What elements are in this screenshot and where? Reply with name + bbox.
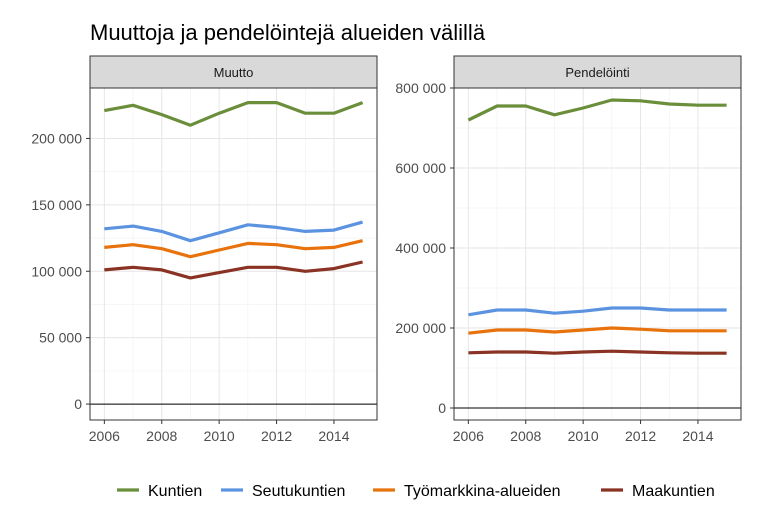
series-line-seutukuntien	[468, 306, 727, 317]
series-line-kuntien	[104, 100, 364, 127]
x-tick-label: 2006	[89, 428, 120, 444]
y-tick-label: 100 000	[31, 263, 82, 279]
series-line-maakuntien	[468, 349, 727, 355]
x-tick-label: 2010	[204, 428, 235, 444]
panel-0: Muutto 0 50 000 100 000 150 000 200 000 2006 20…	[31, 55, 378, 444]
x-tick-label: 2012	[625, 428, 656, 444]
y-tick-label: 0	[438, 400, 446, 416]
panel-background	[90, 88, 377, 420]
panel-background	[454, 88, 741, 420]
series-line-työmarkkina-alueiden	[104, 239, 363, 259]
legend-label: Seutukuntien	[252, 483, 345, 500]
x-tick-label: 2014	[318, 428, 349, 444]
y-tick-label: 50 000	[39, 330, 82, 346]
chart-title: Muuttoja ja pendelöintejä alueiden välil…	[90, 20, 486, 45]
series-line-työmarkkina-alueiden	[468, 326, 727, 335]
panel-strip	[89, 55, 378, 89]
series-line-kuntien	[467, 98, 727, 122]
y-tick-label: 200 000	[31, 130, 82, 146]
legend-item: Työmarkkina-alueiden	[373, 483, 561, 500]
x-tick-label: 2010	[568, 428, 599, 444]
x-tick-label: 2008	[510, 428, 541, 444]
y-tick-label: 600 000	[395, 160, 446, 176]
panel-border	[453, 87, 742, 421]
y-tick-label: 0	[74, 396, 82, 412]
chart-legend: Kuntien Seutukuntien Työmarkkina-alueiden M…	[117, 483, 715, 500]
y-tick-label: 200 000	[395, 320, 446, 336]
legend-label: Kuntien	[148, 483, 202, 500]
panel-strip-label: Muutto	[214, 65, 254, 80]
x-tick-label: 2012	[261, 428, 292, 444]
legend-item: Maakuntien	[601, 483, 715, 500]
panel-border	[89, 87, 378, 421]
x-tick-label: 2008	[146, 428, 177, 444]
legend-item: Kuntien	[117, 483, 202, 500]
chart-panels: Muutto 0 50 000 100 000 150 000 200 000 2006 20…	[31, 55, 742, 444]
series-line-seutukuntien	[104, 220, 364, 243]
legend-label: Työmarkkina-alueiden	[404, 483, 561, 500]
series-line-maakuntien	[104, 260, 363, 280]
legend-label: Maakuntien	[632, 483, 715, 500]
x-tick-label: 2006	[453, 428, 484, 444]
legend-item: Seutukuntien	[221, 483, 345, 500]
x-tick-label: 2014	[682, 428, 713, 444]
panel-strip-label: Pendelöinti	[565, 65, 629, 80]
panel-1: Pendelöinti 0 200 000 400 000 600 000 800 000…	[395, 55, 742, 444]
y-tick-label: 800 000	[395, 80, 446, 96]
y-tick-label: 400 000	[395, 240, 446, 256]
y-tick-label: 150 000	[31, 197, 82, 213]
